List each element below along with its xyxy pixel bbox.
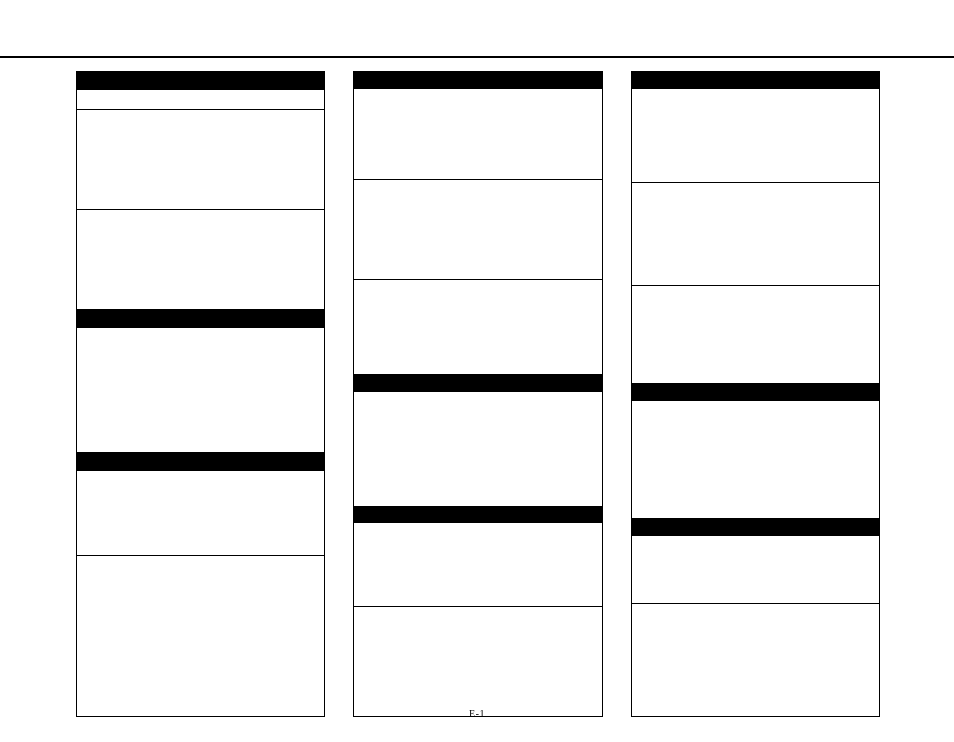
section-header xyxy=(77,453,324,471)
table-cell xyxy=(632,183,879,286)
table-cell xyxy=(632,89,879,182)
table-cell xyxy=(354,607,601,716)
table-cell xyxy=(77,471,324,556)
section-header xyxy=(77,310,324,328)
columns-container xyxy=(76,71,880,717)
section-header xyxy=(354,507,601,524)
section-header xyxy=(632,519,879,536)
table-cell xyxy=(632,286,879,384)
table-cell xyxy=(77,90,324,110)
table-cell xyxy=(354,180,601,280)
table-cell xyxy=(354,89,601,180)
section-header xyxy=(632,384,879,401)
section-header xyxy=(354,375,601,392)
table-cell xyxy=(354,523,601,607)
section-header xyxy=(632,72,879,89)
page: E-1 xyxy=(0,0,954,742)
table-cell xyxy=(77,110,324,210)
table-cell xyxy=(632,604,879,716)
column-2 xyxy=(353,71,602,717)
top-rule xyxy=(0,56,954,58)
section-header xyxy=(77,72,324,90)
table-cell xyxy=(632,401,879,518)
table-cell xyxy=(632,536,879,605)
column-1 xyxy=(76,71,325,717)
section-header xyxy=(354,72,601,89)
table-cell xyxy=(354,392,601,506)
column-3 xyxy=(631,71,880,717)
table-cell xyxy=(77,328,324,453)
table-cell xyxy=(77,556,324,692)
page-number: E-1 xyxy=(0,709,954,720)
table-cell xyxy=(354,280,601,375)
table-cell xyxy=(77,210,324,310)
